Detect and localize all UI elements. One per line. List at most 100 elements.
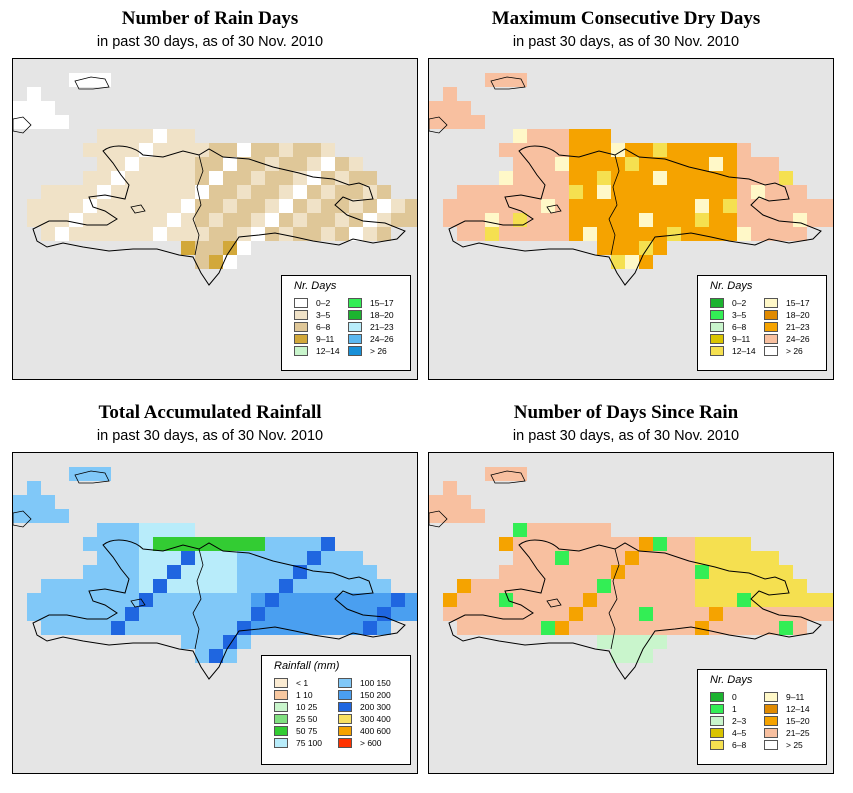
grid-cell bbox=[597, 551, 611, 565]
grid-cell bbox=[625, 649, 639, 663]
grid-cell bbox=[307, 607, 321, 621]
grid-cell bbox=[597, 607, 611, 621]
grid-cell bbox=[223, 649, 237, 663]
legend-label: 150 200 bbox=[360, 690, 391, 700]
grid-cell bbox=[83, 537, 97, 551]
grid-cell bbox=[265, 143, 279, 157]
grid-cell bbox=[737, 607, 751, 621]
grid-cell bbox=[443, 87, 457, 101]
legend-label: 6–8 bbox=[316, 322, 331, 332]
grid-cell bbox=[265, 579, 279, 593]
legend-label: 0–2 bbox=[316, 298, 331, 308]
grid-cell bbox=[237, 157, 251, 171]
grid-cell bbox=[125, 621, 139, 635]
grid-cell bbox=[55, 199, 69, 213]
grid-cell bbox=[611, 607, 625, 621]
grid-cell bbox=[513, 227, 527, 241]
grid-cell bbox=[471, 115, 485, 129]
grid-cell bbox=[597, 579, 611, 593]
grid-cell bbox=[209, 157, 223, 171]
grid-cell bbox=[443, 199, 457, 213]
grid-cell bbox=[625, 621, 639, 635]
grid-cell bbox=[639, 171, 653, 185]
grid-cell bbox=[307, 551, 321, 565]
grid-cell bbox=[527, 171, 541, 185]
grid-cell bbox=[681, 199, 695, 213]
grid-cell bbox=[485, 213, 499, 227]
grid-cell bbox=[55, 227, 69, 241]
legend-swatch bbox=[764, 740, 778, 750]
grid-cell bbox=[251, 593, 265, 607]
grid-cell bbox=[695, 199, 709, 213]
legend-label: 50 75 bbox=[296, 726, 318, 736]
grid-cell bbox=[597, 129, 611, 143]
grid-cell bbox=[223, 171, 237, 185]
legend-title: Nr. Days bbox=[710, 280, 753, 292]
grid-cell bbox=[625, 241, 639, 255]
grid-cell bbox=[471, 199, 485, 213]
grid-cell bbox=[625, 143, 639, 157]
grid-cell bbox=[597, 537, 611, 551]
grid-cell bbox=[555, 171, 569, 185]
grid-cell bbox=[527, 185, 541, 199]
grid-cell bbox=[139, 157, 153, 171]
grid-cell bbox=[349, 171, 363, 185]
grid-cell bbox=[457, 621, 471, 635]
grid-cell bbox=[681, 157, 695, 171]
grid-cell bbox=[195, 157, 209, 171]
grid-cell bbox=[625, 171, 639, 185]
grid-cell bbox=[457, 115, 471, 129]
grid-cell bbox=[555, 621, 569, 635]
grid-cell bbox=[681, 143, 695, 157]
grid-cell bbox=[681, 565, 695, 579]
grid-cell bbox=[41, 199, 55, 213]
grid-cell bbox=[223, 143, 237, 157]
grid-cell bbox=[167, 565, 181, 579]
grid-cell bbox=[639, 551, 653, 565]
grid-cell bbox=[307, 185, 321, 199]
grid-cell bbox=[181, 171, 195, 185]
grid-cell bbox=[153, 157, 167, 171]
panel-subtitle: in past 30 days, as of 30 Nov. 2010 bbox=[512, 428, 740, 444]
grid-cell bbox=[779, 185, 793, 199]
grid-cell bbox=[153, 185, 167, 199]
legend-title: Nr. Days bbox=[710, 674, 753, 686]
grid-cell bbox=[111, 157, 125, 171]
grid-cell bbox=[695, 157, 709, 171]
legend-label: 10 25 bbox=[296, 702, 318, 712]
grid-cell bbox=[265, 537, 279, 551]
grid-cell bbox=[391, 593, 405, 607]
grid-cell bbox=[485, 73, 499, 87]
grid-cell bbox=[321, 227, 335, 241]
grid-cell bbox=[391, 607, 405, 621]
grid-cell bbox=[583, 551, 597, 565]
grid-cell bbox=[335, 607, 349, 621]
grid-cell bbox=[765, 199, 779, 213]
grid-cell bbox=[541, 537, 555, 551]
grid-cell bbox=[625, 607, 639, 621]
grid-cell bbox=[443, 101, 457, 115]
grid-cell bbox=[167, 607, 181, 621]
grid-cell bbox=[83, 621, 97, 635]
grid-cell bbox=[569, 607, 583, 621]
grid-cell bbox=[751, 579, 765, 593]
legend-label: 25 50 bbox=[296, 714, 318, 724]
grid-cell bbox=[513, 171, 527, 185]
grid-cell bbox=[97, 129, 111, 143]
legend-label: 15–17 bbox=[370, 298, 394, 308]
grid-cell bbox=[69, 227, 83, 241]
grid-cell bbox=[307, 565, 321, 579]
legend-label: 15–17 bbox=[786, 298, 810, 308]
grid-cell bbox=[611, 551, 625, 565]
legend-swatch bbox=[710, 322, 724, 332]
grid-cell bbox=[83, 593, 97, 607]
grid-cell bbox=[611, 635, 625, 649]
legend-swatch bbox=[710, 728, 724, 738]
grid-cell bbox=[209, 185, 223, 199]
grid-cell bbox=[737, 199, 751, 213]
grid-cell bbox=[349, 621, 363, 635]
grid-cell bbox=[597, 621, 611, 635]
grid-cell bbox=[139, 551, 153, 565]
grid-cell bbox=[251, 621, 265, 635]
grid-cell bbox=[653, 635, 667, 649]
